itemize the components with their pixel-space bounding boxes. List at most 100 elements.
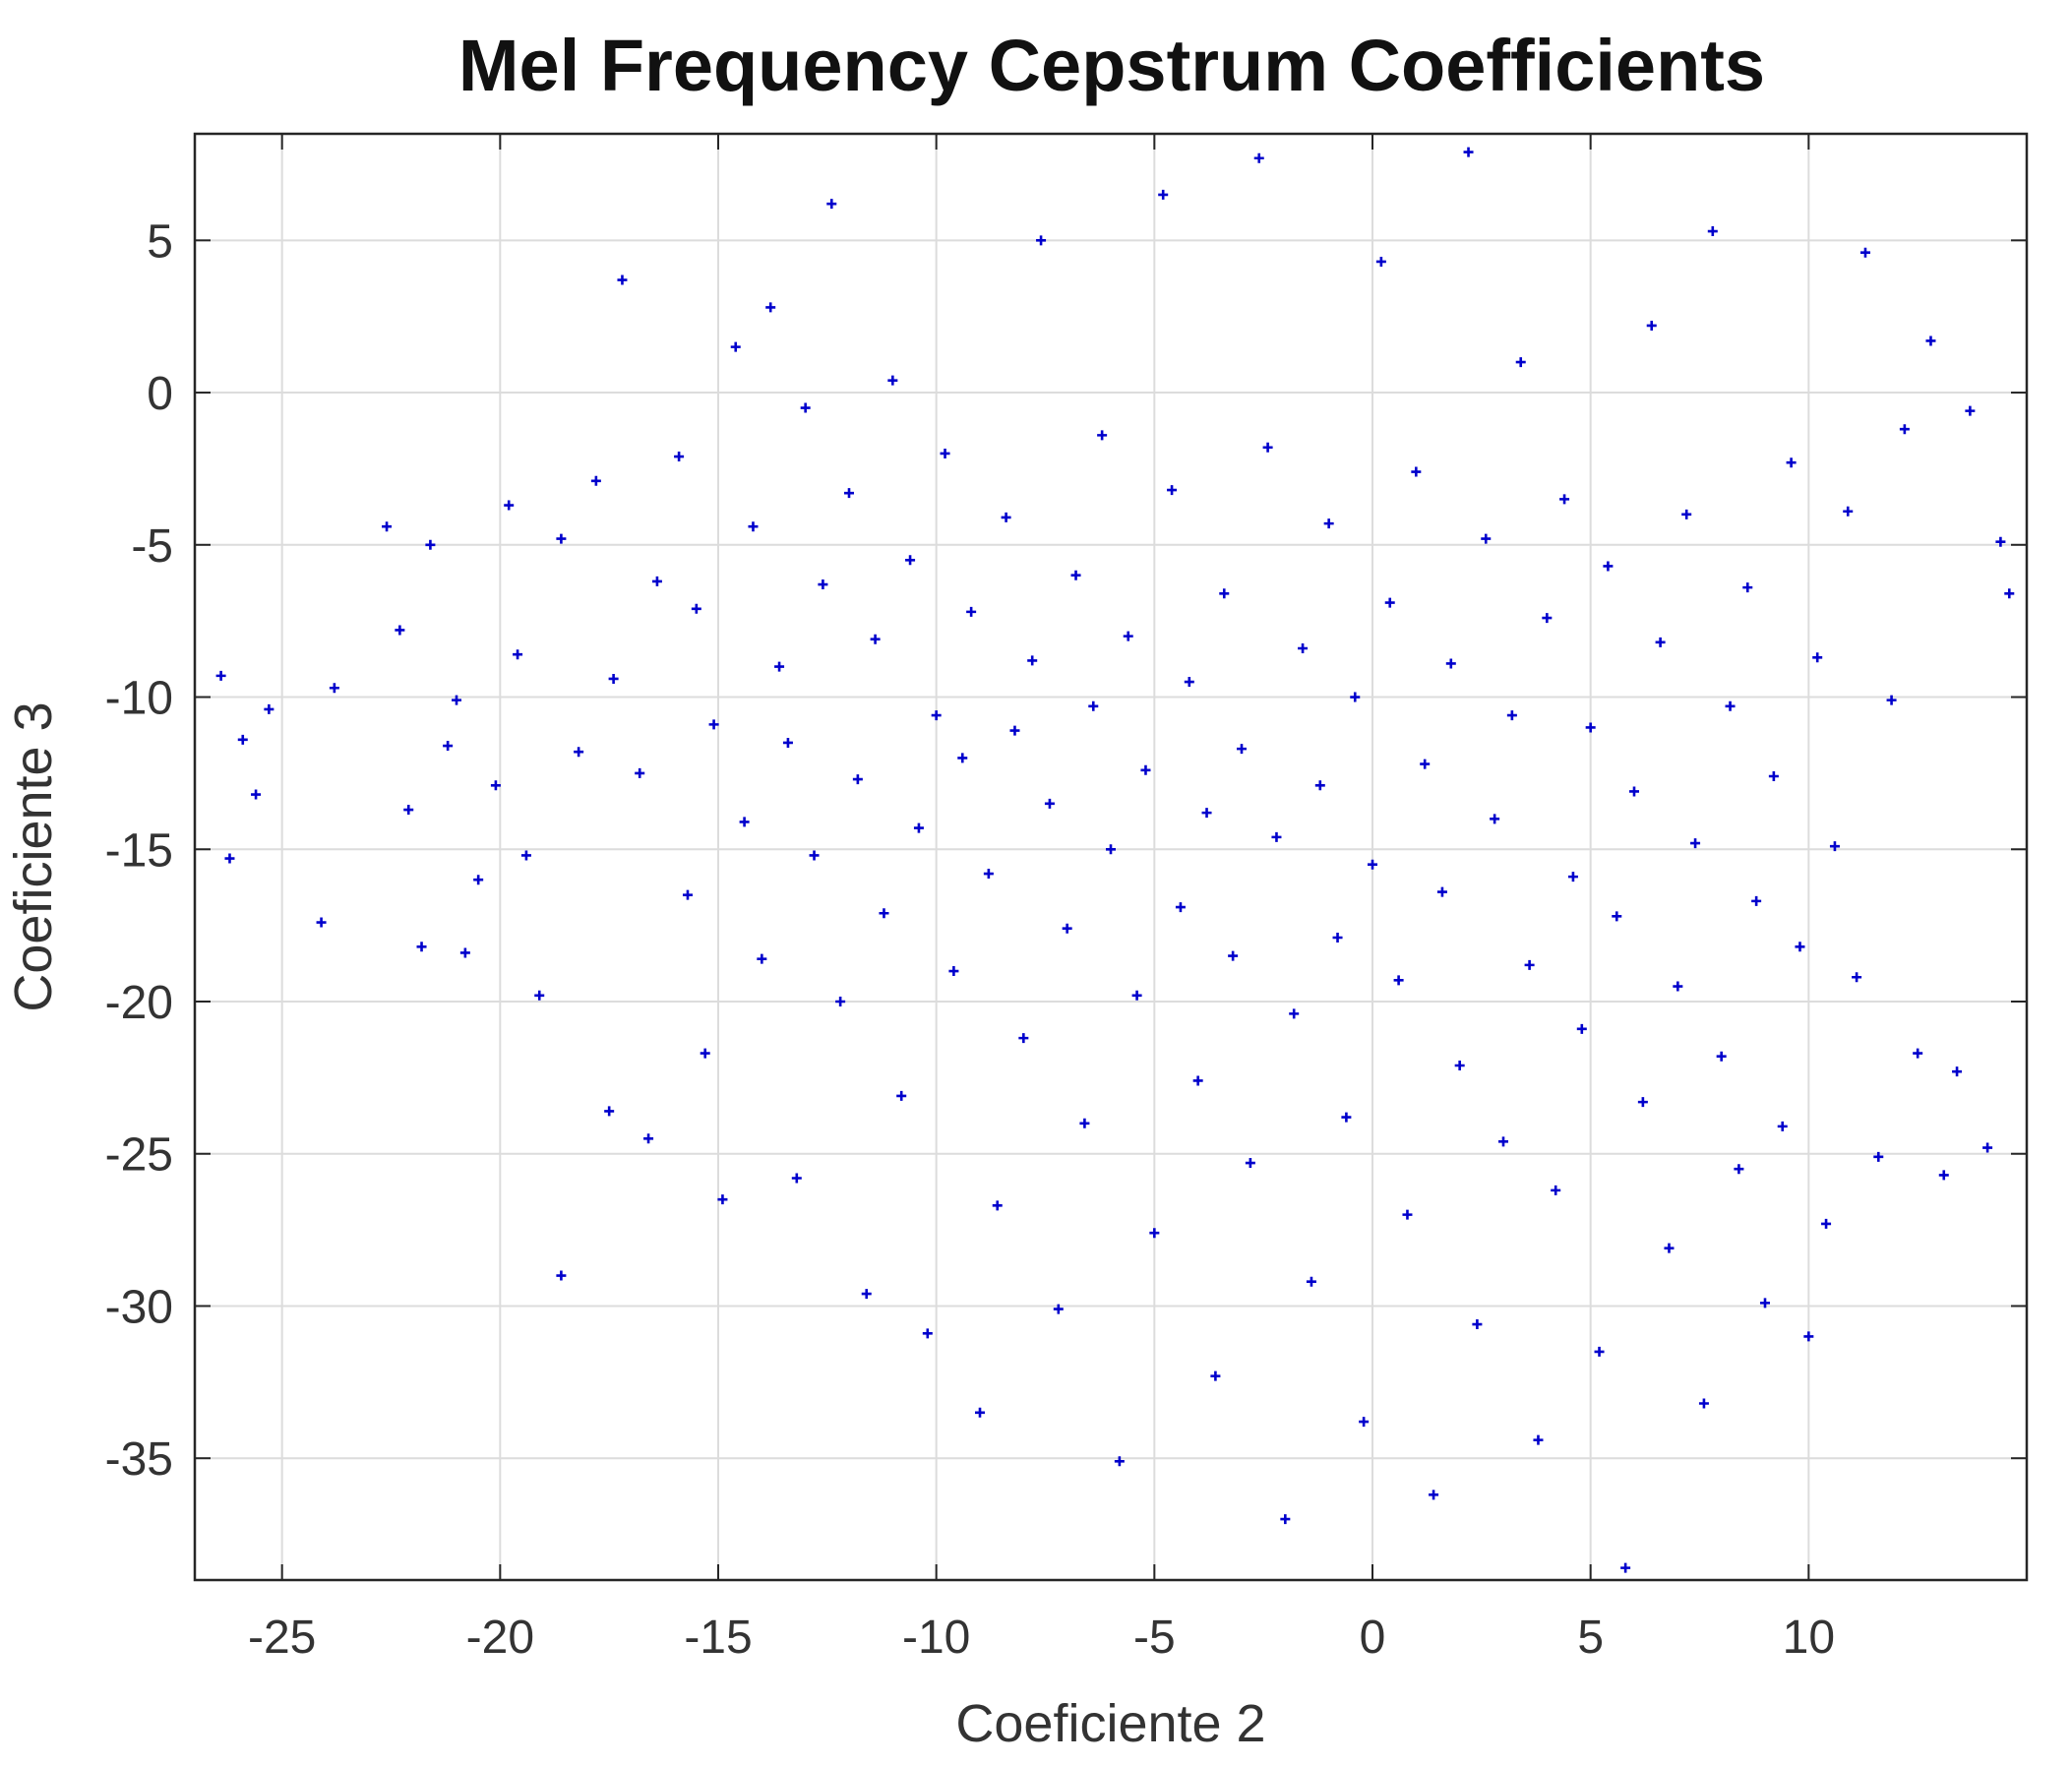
data-point	[1938, 1170, 1949, 1181]
data-point	[635, 767, 645, 778]
data-point	[1725, 700, 1736, 711]
data-point	[1359, 1417, 1370, 1428]
data-point	[992, 1200, 1003, 1211]
data-point	[757, 953, 767, 964]
data-point	[1913, 1048, 1923, 1059]
data-point	[224, 853, 235, 864]
data-point	[1114, 1456, 1125, 1467]
data-point	[1454, 1060, 1465, 1070]
data-point	[1576, 1023, 1587, 1034]
x-tick-label: -10	[902, 1612, 970, 1664]
data-point	[1925, 335, 1936, 346]
data-point	[983, 869, 994, 880]
data-point	[1368, 859, 1377, 870]
data-point	[1289, 1008, 1300, 1019]
data-point	[818, 579, 828, 590]
x-tick-label: -15	[684, 1612, 752, 1664]
data-point	[1314, 780, 1325, 791]
data-point	[395, 625, 405, 636]
data-point	[861, 1289, 872, 1300]
data-point	[1053, 1304, 1064, 1314]
data-point	[1812, 652, 1823, 663]
data-point	[966, 606, 977, 617]
y-tick-label: 5	[147, 215, 173, 268]
data-point	[1219, 588, 1230, 599]
data-point	[1341, 1112, 1352, 1123]
data-point	[1123, 631, 1133, 641]
data-point	[520, 850, 531, 861]
y-tick-label: -30	[105, 1281, 173, 1333]
data-point	[1481, 533, 1492, 544]
data-point	[940, 448, 950, 458]
data-point	[1655, 637, 1666, 647]
data-point	[870, 634, 881, 644]
data-point	[1167, 485, 1178, 496]
data-point	[887, 375, 898, 386]
axis-ticks: -25 -20 -15 -10 -5 0 5 10 5 0 -5 -10 -15 -20 -25 -30 -35	[105, 134, 2027, 1664]
data-point	[674, 452, 685, 462]
y-axis-label: Coeficiente 3	[4, 701, 63, 1011]
y-tick-label: -10	[105, 673, 173, 725]
data-point	[765, 302, 776, 313]
data-point	[2004, 588, 2015, 599]
data-point	[329, 683, 339, 694]
data-point	[1690, 838, 1701, 849]
data-point	[1411, 466, 1422, 477]
data-point	[1323, 518, 1334, 529]
data-point	[826, 199, 837, 210]
data-point	[1001, 512, 1011, 522]
data-point	[700, 1048, 710, 1059]
data-point	[948, 966, 959, 977]
data-point	[1228, 950, 1239, 961]
data-point	[1201, 808, 1212, 819]
data-point	[1506, 710, 1517, 721]
data-point	[1429, 1490, 1439, 1500]
data-point	[1821, 1218, 1832, 1229]
data-point	[1253, 152, 1264, 163]
data-point	[1524, 959, 1535, 970]
data-point	[835, 997, 846, 1006]
data-point	[1646, 320, 1657, 331]
data-point	[730, 341, 741, 352]
data-point	[1262, 442, 1273, 453]
data-point	[443, 741, 454, 752]
data-point	[1018, 1033, 1029, 1044]
y-tick-label: -20	[105, 977, 173, 1029]
data-point	[651, 576, 662, 586]
data-point	[473, 875, 484, 885]
data-point	[774, 661, 785, 672]
x-tick-label: -20	[466, 1612, 534, 1664]
data-point	[1062, 923, 1072, 934]
data-point	[1843, 506, 1854, 517]
data-point	[1559, 494, 1570, 505]
data-point	[1436, 886, 1447, 897]
x-tick-label: -5	[1133, 1612, 1176, 1664]
data-point	[452, 695, 461, 705]
data-point	[1594, 1346, 1605, 1357]
data-point	[1184, 677, 1194, 688]
data-point	[1131, 990, 1142, 1001]
x-tick-label: 5	[1577, 1612, 1604, 1664]
data-point	[504, 500, 515, 511]
data-point	[913, 822, 924, 833]
data-point	[1402, 1209, 1413, 1220]
data-point	[739, 817, 750, 827]
data-point	[574, 747, 584, 758]
data-point	[534, 990, 545, 1001]
data-point	[1629, 786, 1639, 797]
x-tick-label: 10	[1783, 1612, 1835, 1664]
data-point	[1852, 972, 1862, 983]
data-point	[1551, 1185, 1561, 1195]
data-point	[1384, 597, 1395, 608]
data-point	[251, 789, 262, 800]
data-point	[1210, 1370, 1221, 1381]
data-point	[1306, 1276, 1316, 1287]
data-point	[1777, 1121, 1788, 1131]
data-point	[1567, 872, 1578, 882]
data-point	[1751, 895, 1762, 906]
data-point	[1079, 1118, 1090, 1128]
data-point	[1768, 770, 1779, 781]
data-point	[1716, 1051, 1727, 1062]
